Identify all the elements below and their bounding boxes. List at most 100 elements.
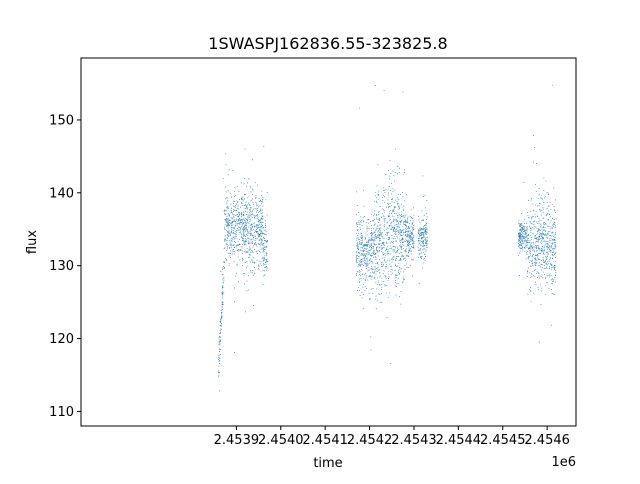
- data-point: [262, 269, 264, 271]
- data-point: [387, 227, 388, 229]
- data-point: [374, 222, 376, 224]
- data-point: [382, 196, 383, 198]
- data-point: [242, 199, 244, 200]
- data-point: [244, 251, 246, 253]
- data-point: [537, 230, 539, 232]
- data-point: [400, 249, 402, 250]
- data-point: [392, 191, 394, 193]
- data-point: [388, 207, 389, 208]
- data-point: [219, 372, 220, 374]
- data-point: [539, 247, 541, 249]
- data-point: [526, 246, 528, 248]
- data-point: [385, 218, 387, 219]
- data-point: [376, 227, 378, 229]
- data-point: [235, 214, 236, 216]
- data-point: [549, 201, 551, 203]
- data-point: [532, 253, 534, 255]
- data-point: [403, 210, 405, 211]
- data-point: [235, 219, 237, 221]
- data-point: [234, 219, 236, 221]
- data-point: [422, 240, 424, 242]
- data-point: [518, 222, 520, 224]
- data-point: [368, 241, 370, 243]
- data-point: [362, 258, 364, 260]
- data-point: [394, 189, 396, 191]
- data-point: [421, 233, 423, 235]
- data-point: [543, 229, 545, 231]
- data-point: [539, 234, 541, 235]
- data-point: [530, 251, 532, 253]
- data-point: [234, 241, 236, 242]
- data-point: [422, 245, 423, 247]
- data-point: [520, 240, 522, 242]
- data-point: [535, 281, 536, 283]
- data-point: [410, 239, 412, 241]
- data-point: [391, 199, 392, 200]
- data-point: [398, 230, 400, 232]
- data-point: [386, 232, 388, 234]
- data-point: [227, 208, 229, 210]
- data-point: [524, 237, 526, 238]
- data-point: [540, 240, 542, 242]
- data-point: [242, 219, 244, 221]
- data-point: [249, 248, 251, 250]
- data-point: [426, 228, 428, 230]
- data-point: [538, 247, 539, 249]
- data-point: [554, 242, 555, 243]
- data-point: [541, 237, 543, 238]
- data-point: [518, 235, 520, 237]
- data-point: [402, 255, 404, 257]
- data-point: [372, 288, 374, 290]
- data-point: [418, 215, 419, 217]
- data-point: [259, 229, 260, 230]
- data-point: [251, 214, 253, 216]
- data-point: [531, 223, 533, 225]
- data-point: [220, 332, 221, 333]
- data-point: [529, 221, 531, 223]
- data-point: [413, 207, 414, 209]
- data-point: [390, 271, 392, 273]
- data-point: [540, 223, 541, 225]
- data-point: [257, 253, 259, 255]
- data-point: [374, 234, 376, 235]
- data-point: [531, 263, 533, 265]
- data-points: [218, 84, 557, 392]
- data-point: [419, 241, 421, 243]
- data-point: [369, 298, 371, 300]
- data-point: [250, 207, 251, 208]
- data-point: [398, 199, 400, 201]
- data-point: [400, 248, 402, 250]
- data-point: [225, 186, 227, 188]
- data-point: [219, 349, 221, 351]
- data-point: [538, 289, 540, 291]
- data-point: [528, 289, 530, 291]
- data-point: [262, 212, 263, 214]
- data-point: [361, 234, 363, 236]
- data-point: [227, 232, 229, 234]
- data-point: [404, 169, 405, 171]
- data-point: [252, 198, 254, 200]
- data-point: [258, 243, 260, 245]
- data-point: [240, 249, 242, 251]
- data-point: [404, 215, 406, 217]
- data-point: [400, 220, 402, 222]
- data-point: [526, 228, 528, 230]
- data-point: [225, 209, 227, 211]
- data-point: [371, 265, 372, 267]
- data-point: [248, 253, 250, 255]
- data-point: [367, 260, 368, 262]
- data-point: [235, 246, 237, 248]
- data-point: [538, 230, 540, 231]
- data-point: [224, 239, 226, 241]
- data-point: [412, 240, 413, 241]
- data-point: [401, 256, 403, 258]
- data-point: [531, 198, 532, 200]
- data-point: [394, 225, 396, 227]
- data-point: [520, 226, 522, 228]
- data-point: [231, 210, 233, 212]
- data-point: [220, 319, 222, 321]
- data-point: [358, 253, 360, 254]
- data-point: [382, 200, 384, 201]
- data-point: [551, 231, 553, 233]
- data-point: [397, 165, 399, 167]
